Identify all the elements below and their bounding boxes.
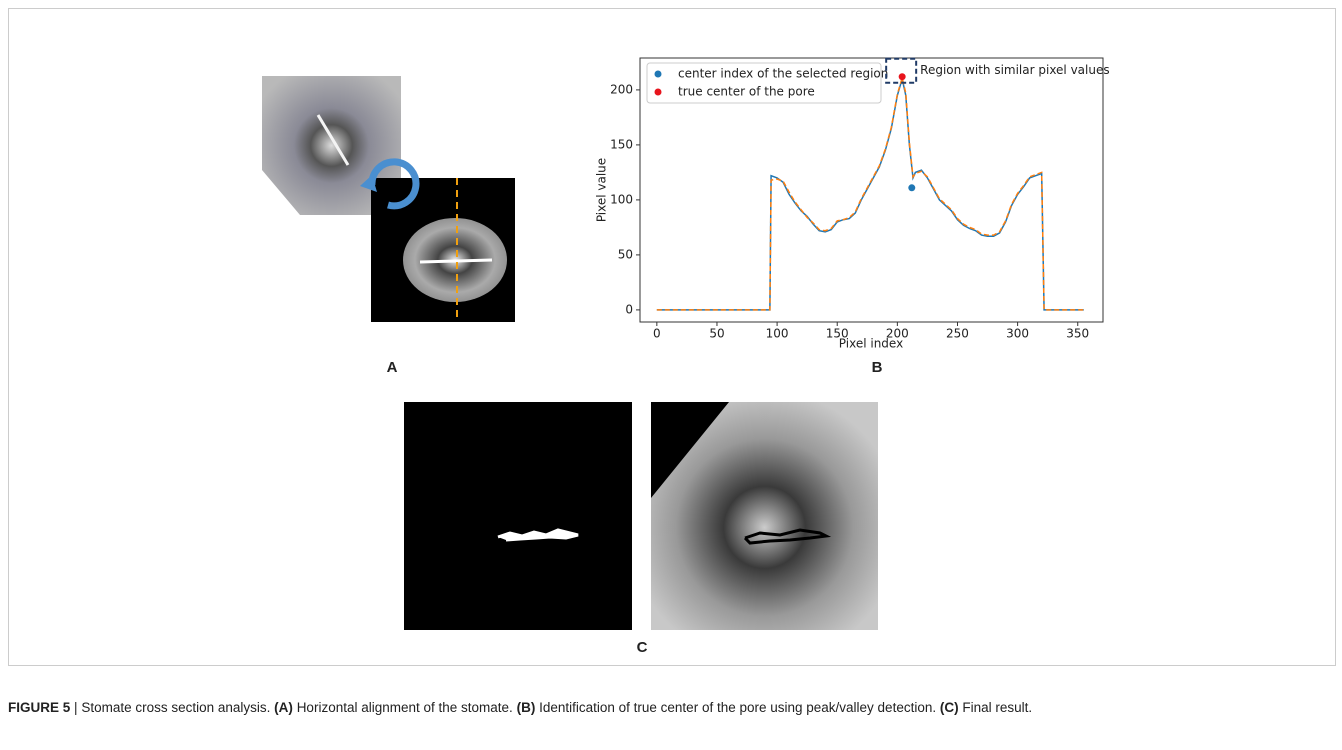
y-tick-label: 200 xyxy=(610,82,633,96)
y-tick-label: 100 xyxy=(610,192,633,206)
part-tag: (B) xyxy=(517,700,536,715)
panel-label: C xyxy=(637,639,648,656)
x-tick-label: 250 xyxy=(946,327,969,341)
part-text: Final result. xyxy=(962,700,1032,715)
legend-marker xyxy=(655,89,662,96)
panel-label: A xyxy=(387,359,398,376)
y-tick-label: 150 xyxy=(610,137,633,151)
y-axis-label: Pixel value xyxy=(595,158,609,222)
part-text: Identification of true center of the por… xyxy=(539,700,936,715)
part-text: Horizontal alignment of the stomate. xyxy=(297,700,513,715)
x-tick-label: 0 xyxy=(653,327,661,341)
x-tick-label: 300 xyxy=(1006,327,1029,341)
x-tick-label: 50 xyxy=(709,327,724,341)
caption-title: Stomate cross section analysis. xyxy=(81,700,270,715)
part-tag: (C) xyxy=(940,700,959,715)
point xyxy=(908,184,915,191)
legend-label: center index of the selected region xyxy=(678,67,888,81)
part-tag: (A) xyxy=(274,700,293,715)
caption: FIGURE 5 | Stomate cross section analysi… xyxy=(8,697,1334,718)
x-tick-label: 350 xyxy=(1066,327,1089,341)
point xyxy=(899,73,906,80)
figure-label: FIGURE 5 xyxy=(8,700,70,715)
y-tick-label: 50 xyxy=(618,247,633,261)
panel-a-images xyxy=(262,76,515,322)
annotation: Region with similar pixel values xyxy=(920,63,1109,77)
y-tick-label: 0 xyxy=(625,302,633,316)
x-tick-label: 150 xyxy=(826,327,849,341)
panel-label: B xyxy=(872,359,883,376)
legend-label: true center of the pore xyxy=(678,85,815,99)
panel-c-images xyxy=(404,402,878,630)
line xyxy=(657,78,1084,310)
x-tick-label: 200 xyxy=(886,327,909,341)
page: A B C Pixel index Pixel value 0501001502… xyxy=(0,0,1342,750)
line xyxy=(657,79,1084,310)
legend-marker xyxy=(655,71,662,78)
x-tick-label: 100 xyxy=(766,327,789,341)
separator: | xyxy=(74,700,78,715)
